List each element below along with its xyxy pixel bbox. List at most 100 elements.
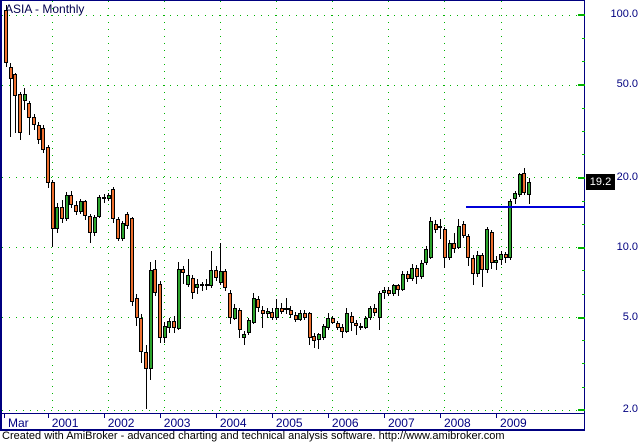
candle-down: [181, 268, 186, 274]
candle-up: [456, 225, 461, 248]
candle-down: [288, 309, 293, 315]
candle-down: [139, 317, 144, 353]
y-axis-minor-tick: [582, 37, 585, 39]
candle-down: [36, 124, 41, 141]
candle-up: [363, 317, 368, 329]
x-axis-label: 2002: [107, 416, 135, 430]
candle-down: [340, 327, 345, 332]
x-axis-line: [0, 413, 585, 414]
y-axis-major-tick: [578, 14, 585, 16]
candle-wick: [220, 242, 222, 286]
candle-up: [419, 262, 424, 277]
candle-down: [396, 285, 401, 290]
candle-up: [218, 271, 223, 283]
candle-wick: [318, 332, 320, 350]
y-axis-minor-tick: [582, 340, 585, 342]
x-axis-label: 2003: [163, 416, 191, 430]
y-axis-minor-tick: [582, 61, 585, 63]
x-axis-tick: [327, 414, 329, 418]
candle-up: [186, 275, 191, 286]
candle-wick: [495, 255, 497, 271]
candle-down: [153, 268, 158, 293]
candle-wick: [285, 297, 287, 314]
candle-down: [503, 253, 508, 259]
candle-up: [64, 194, 69, 219]
candle-down: [270, 311, 275, 318]
candle-down: [372, 307, 377, 313]
candle-wick: [28, 101, 30, 135]
y-axis-major-tick: [578, 84, 585, 86]
candle-wick: [439, 218, 441, 239]
candle-up: [400, 273, 405, 290]
candle-up: [251, 297, 256, 323]
candle-up: [517, 174, 522, 195]
candle-down: [190, 277, 195, 293]
candle-down: [237, 309, 242, 331]
y-axis-major-tick: [578, 176, 585, 179]
candle-wick: [182, 266, 184, 284]
candle-up: [424, 248, 429, 263]
x-axis-label: 2001: [51, 416, 79, 430]
resistance-trendline: [466, 205, 585, 208]
candle-up: [176, 268, 181, 329]
candle-up: [92, 217, 97, 234]
candle-up: [22, 94, 27, 102]
candle-down: [214, 270, 219, 278]
x-axis-tick: [159, 414, 161, 418]
candle-down: [354, 322, 359, 326]
candle-wick: [145, 345, 147, 410]
gridline-vertical: [164, 1, 166, 413]
candle-up: [298, 312, 303, 320]
y-axis-label: 5.0: [622, 310, 638, 323]
candle-down: [83, 201, 88, 216]
candle-up: [316, 334, 321, 341]
candle-wick: [262, 306, 264, 329]
candle-down: [50, 181, 55, 230]
gridline-horizontal: [2, 177, 583, 179]
x-axis-label: 2006: [331, 416, 359, 430]
candle-down: [74, 204, 79, 213]
candle-up: [513, 192, 518, 200]
candle-down: [489, 231, 494, 263]
x-axis-label: 2007: [387, 416, 415, 430]
candle-up: [326, 317, 331, 329]
candle-up: [274, 307, 279, 318]
candle-up: [97, 196, 102, 218]
candle-down: [88, 215, 93, 234]
candle-down: [32, 116, 37, 125]
candle-up: [209, 270, 214, 286]
x-axis-tick: [103, 414, 105, 418]
chart-title: ASIA - Monthly: [5, 2, 85, 16]
gridline-horizontal: [2, 14, 583, 16]
candle-down: [60, 206, 65, 219]
candle-up: [265, 310, 270, 314]
candle-up: [494, 260, 499, 263]
x-axis-label: 2005: [275, 416, 303, 430]
candle-up: [447, 242, 452, 259]
candle-down: [256, 299, 261, 308]
x-axis-tick: [496, 414, 498, 418]
gridline-vertical: [276, 1, 278, 413]
candle-up: [382, 289, 387, 294]
candle-down: [480, 254, 485, 271]
candle-up: [527, 181, 532, 195]
candle-up: [162, 326, 167, 338]
candle-up: [120, 222, 125, 239]
x-axis-tick: [215, 414, 217, 418]
candle-down: [349, 315, 354, 323]
candle-down: [172, 320, 177, 329]
candle-down: [125, 214, 130, 226]
candle-wick: [10, 63, 12, 137]
candle-up: [55, 206, 60, 230]
gridline-horizontal: [2, 409, 583, 411]
gridline-vertical: [220, 1, 222, 413]
candle-up: [246, 319, 251, 333]
candle-down: [442, 229, 447, 259]
candle-up: [499, 253, 504, 261]
candle-up: [508, 201, 513, 259]
x-axis-tick: [4, 414, 5, 418]
candle-up: [485, 229, 489, 271]
candle-down: [41, 127, 46, 150]
candle-down: [293, 314, 298, 320]
candle-down: [466, 236, 471, 259]
